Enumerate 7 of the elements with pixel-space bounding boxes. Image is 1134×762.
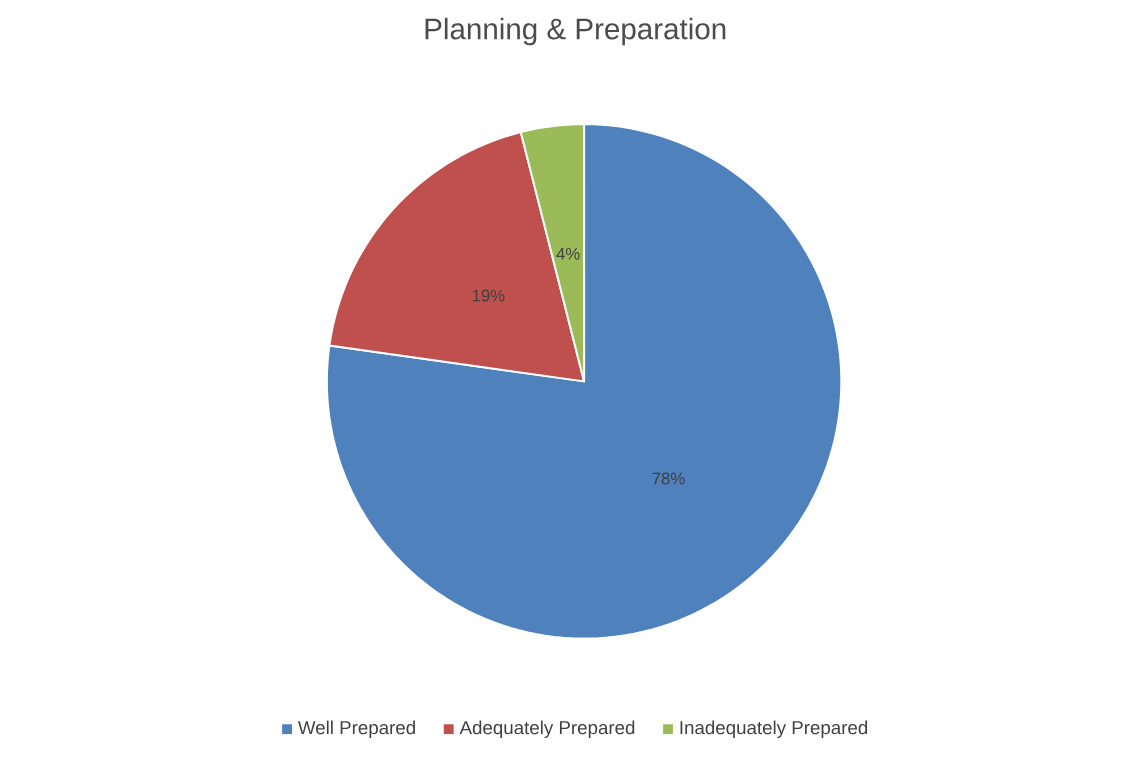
legend-label: Inadequately Prepared: [680, 720, 868, 739]
data-label: 78%: [652, 472, 685, 485]
legend-label: Well Prepared: [297, 720, 415, 739]
chart-title: Planning & Preparation: [425, 17, 726, 46]
data-label: 4%: [556, 248, 580, 260]
data-label: 19%: [472, 289, 505, 302]
legend-label: Adequately Prepared: [459, 720, 635, 739]
